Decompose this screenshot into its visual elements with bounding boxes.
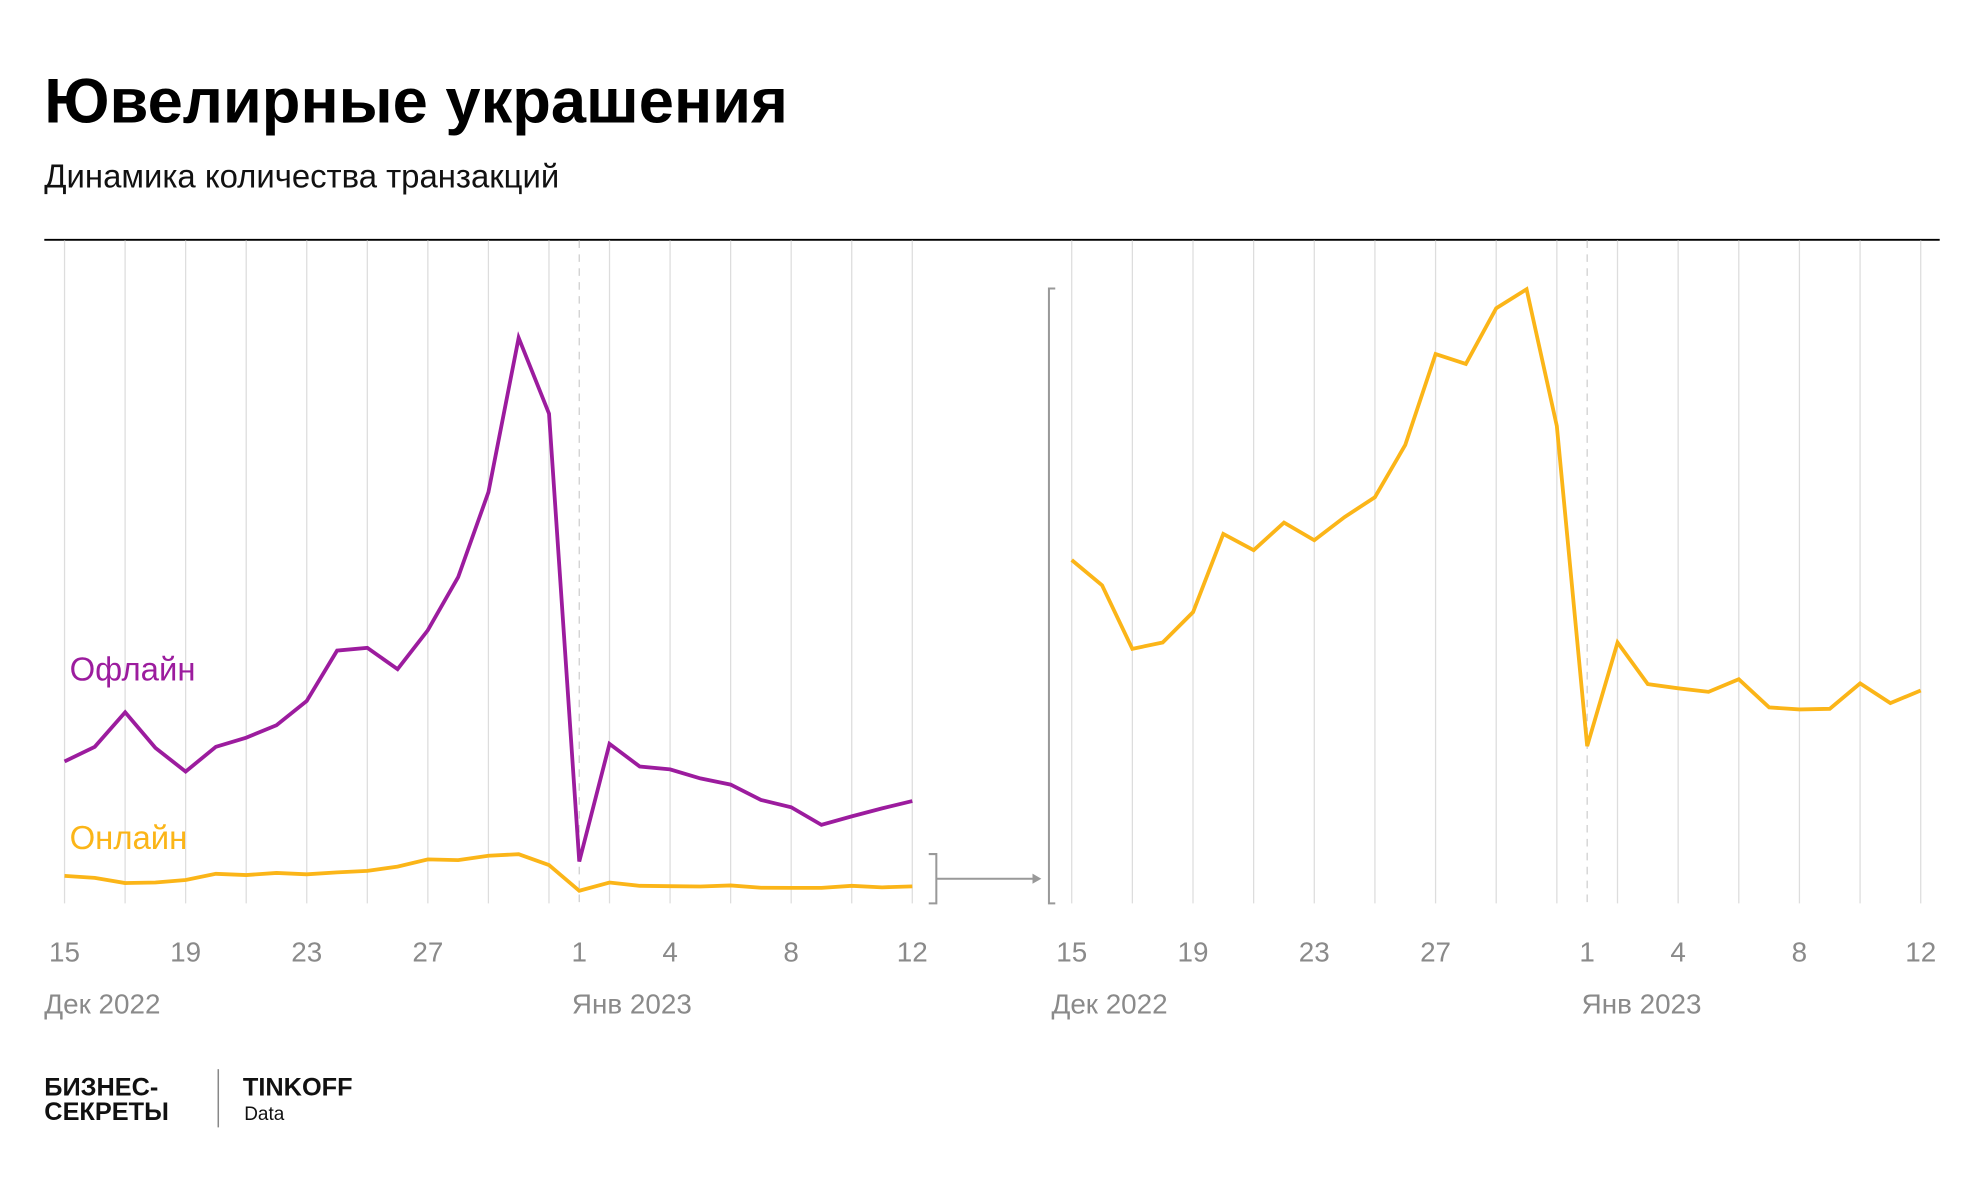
zoom-bracket-small [928,853,938,905]
x-month-label: Янв 2023 [572,988,692,1019]
series-line-online [64,852,913,893]
zoom-connector [928,287,1056,905]
x-tick-label: 4 [662,937,677,968]
x-tick-label: 19 [170,937,201,968]
x-tick-label: 12 [1905,937,1936,968]
series-line-online-zoomed [1070,286,1922,747]
right-chart-zoomed-online: 15 19 23 27 1 4 8 12 Дек 2022 Янв 2023 [1051,240,1936,1019]
x-tick-label: 23 [1299,937,1330,968]
x-tick-label: 15 [49,937,80,968]
x-tick-label: 27 [412,937,443,968]
chart-subtitle: Динамика количества транзакций [44,157,559,194]
legend-offline: Офлайн [70,651,196,688]
x-tick-label: 19 [1178,937,1209,968]
left-chart: 15 19 23 27 1 4 8 12 Дек 2022 Янв 2023 [44,240,928,1019]
footer-logo: БИЗНЕС- СЕКРЕТЫ TINKOFF Data [44,1069,353,1128]
x-tick-label: 15 [1056,937,1087,968]
x-tick-label: 8 [1792,937,1807,968]
logo-tinkoff-data: Data [244,1104,285,1125]
x-tick-label: 23 [291,937,322,968]
x-tick-label: 8 [783,937,798,968]
logo-tinkoff: TINKOFF [243,1074,353,1102]
zoom-bracket-large [1047,287,1056,905]
series-line-offline [63,331,913,863]
logo-biznes-sekrety-line1: БИЗНЕС- [44,1074,158,1102]
x-month-label: Дек 2022 [1051,988,1167,1019]
logo-biznes-sekrety-line2: СЕКРЕТЫ [44,1098,169,1126]
chart-title: Ювелирные украшения [44,67,788,137]
x-tick-label: 1 [572,937,587,968]
arrow-right-icon [1032,873,1042,884]
x-month-label: Янв 2023 [1582,988,1702,1019]
legend-online: Онлайн [70,819,188,856]
x-month-label: Дек 2022 [44,988,160,1019]
x-tick-label: 12 [897,937,928,968]
x-tick-label: 1 [1579,937,1594,968]
x-tick-label: 27 [1420,937,1451,968]
x-tick-label: 4 [1670,937,1685,968]
